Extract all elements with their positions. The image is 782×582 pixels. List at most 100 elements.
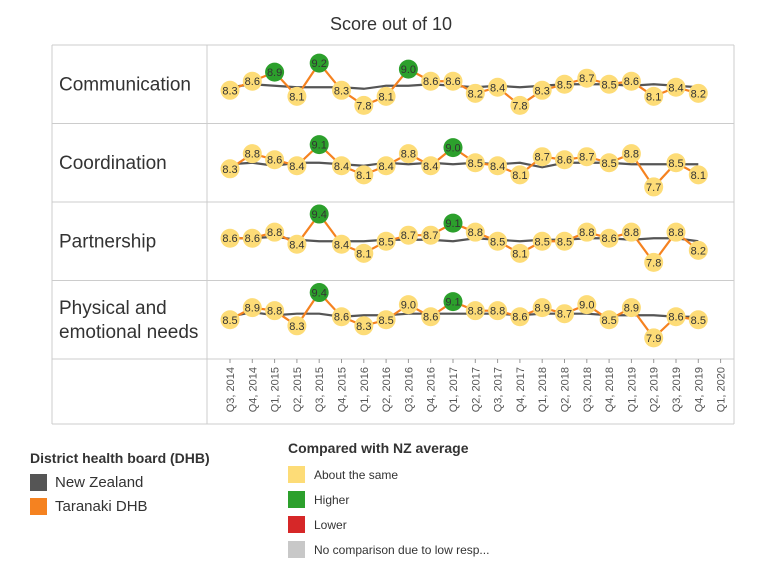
series-line-new-zealand	[229, 311, 699, 318]
data-point	[510, 243, 530, 263]
data-label: 8.8	[624, 227, 639, 239]
data-label: 8.6	[245, 76, 260, 88]
data-point	[287, 86, 307, 106]
data-label: 8.6	[557, 155, 572, 167]
legend-item-higher[interactable]: Higher	[288, 487, 489, 512]
data-point	[309, 135, 329, 155]
data-point	[398, 295, 418, 315]
panel-label: Partnership	[59, 231, 156, 252]
data-point	[465, 301, 485, 321]
data-label: 8.4	[378, 161, 393, 173]
data-label: 9.0	[445, 143, 460, 155]
legend-item-lower[interactable]: Lower	[288, 512, 489, 537]
data-label: 8.6	[445, 76, 460, 88]
data-label: 8.5	[601, 79, 616, 91]
data-label: 8.6	[423, 76, 438, 88]
legend-item-new-zealand[interactable]: New Zealand	[30, 470, 210, 494]
data-point	[644, 177, 664, 197]
series-line-taranaki-dhb	[229, 143, 699, 189]
data-point	[666, 77, 686, 97]
data-label: 8.4	[490, 161, 505, 173]
data-point	[421, 225, 441, 245]
data-label: 8.2	[468, 88, 483, 100]
data-point	[265, 150, 285, 170]
data-point	[332, 156, 351, 176]
data-point	[532, 80, 552, 100]
data-label: 8.9	[267, 67, 282, 79]
data-point	[465, 153, 485, 173]
data-point	[398, 59, 418, 79]
legend-label: New Zealand	[55, 473, 144, 491]
legend-label: Lower	[314, 517, 347, 532]
legend-label: No comparison due to low resp...	[314, 542, 490, 557]
data-label: 8.6	[222, 233, 237, 245]
series-line-new-zealand	[230, 235, 699, 243]
legend-label: Higher	[314, 492, 350, 507]
data-label: 9.0	[401, 300, 416, 312]
data-label: 8.1	[356, 248, 371, 260]
x-tick-label: Q4, 2018	[604, 367, 616, 412]
data-point	[688, 240, 708, 260]
data-point	[688, 83, 708, 103]
data-point	[577, 68, 597, 88]
panel-label: Coordination	[59, 153, 167, 174]
series-line-taranaki-dhb	[230, 212, 699, 265]
data-point	[599, 153, 619, 173]
data-label: 7.7	[646, 182, 661, 194]
comparison-legend-title: Compared with NZ average	[288, 440, 469, 456]
data-label: 8.9	[245, 303, 260, 315]
data-label: 9.0	[579, 300, 594, 312]
data-point	[309, 204, 329, 224]
legend-item-taranaki-dhb[interactable]: Taranaki DHB	[30, 494, 210, 518]
data-point	[577, 222, 597, 242]
data-label: 8.7	[579, 73, 594, 85]
data-label: 8.7	[401, 230, 416, 242]
data-label: 8.4	[668, 82, 683, 94]
data-point	[488, 231, 508, 251]
data-point	[376, 86, 396, 106]
x-tick-label: Q4, 2019	[693, 367, 705, 412]
no-comparison-swatch	[288, 541, 305, 558]
legend-item-no-comparison[interactable]: No comparison due to low resp...	[288, 537, 489, 562]
data-label: 7.8	[356, 100, 371, 112]
dhb-legend-title: District health board (DHB)	[30, 450, 210, 466]
data-label: 8.6	[334, 312, 349, 324]
data-label: 8.6	[267, 155, 282, 167]
data-label: 8.8	[245, 149, 260, 161]
legend-item-about-the-same[interactable]: About the same	[288, 462, 489, 487]
data-label: 7.8	[646, 257, 661, 269]
data-label: 8.7	[579, 152, 594, 164]
data-label: 8.5	[468, 158, 483, 170]
data-label: 9.0	[401, 64, 416, 76]
same-swatch	[288, 466, 305, 483]
data-label: 8.8	[267, 306, 282, 318]
data-point	[220, 310, 240, 330]
data-point	[621, 298, 641, 318]
x-tick-label: Q1, 2016	[359, 367, 371, 412]
data-label: 7.8	[512, 100, 527, 112]
data-point	[287, 316, 307, 336]
data-label: 9.1	[445, 218, 460, 230]
data-point	[220, 228, 240, 248]
comparison-legend: Compared with NZ average About the same …	[288, 440, 489, 562]
data-point	[309, 283, 329, 303]
chart-area: Q3, 2014 Q4, 2014 Q1, 2015 Q2, 2015 Q3, 2015…	[51, 44, 735, 425]
data-label: 8.8	[468, 227, 483, 239]
x-tick-label: Q1, 2018	[537, 367, 549, 412]
data-label: 8.9	[535, 303, 550, 315]
x-tick-label: Q1, 2015	[270, 367, 282, 412]
data-label: 8.6	[512, 312, 527, 324]
legend-label: About the same	[314, 467, 399, 482]
data-point	[354, 165, 374, 185]
data-point	[510, 307, 530, 327]
data-label: 8.1	[289, 91, 304, 103]
data-point	[510, 165, 530, 185]
data-label: 8.6	[601, 233, 616, 245]
data-point	[443, 71, 463, 91]
data-label: 8.5	[222, 315, 237, 327]
data-point	[555, 304, 574, 324]
data-point	[242, 228, 262, 248]
data-label: 9.4	[312, 209, 327, 221]
data-label: 8.9	[624, 303, 639, 315]
data-point	[309, 53, 329, 73]
